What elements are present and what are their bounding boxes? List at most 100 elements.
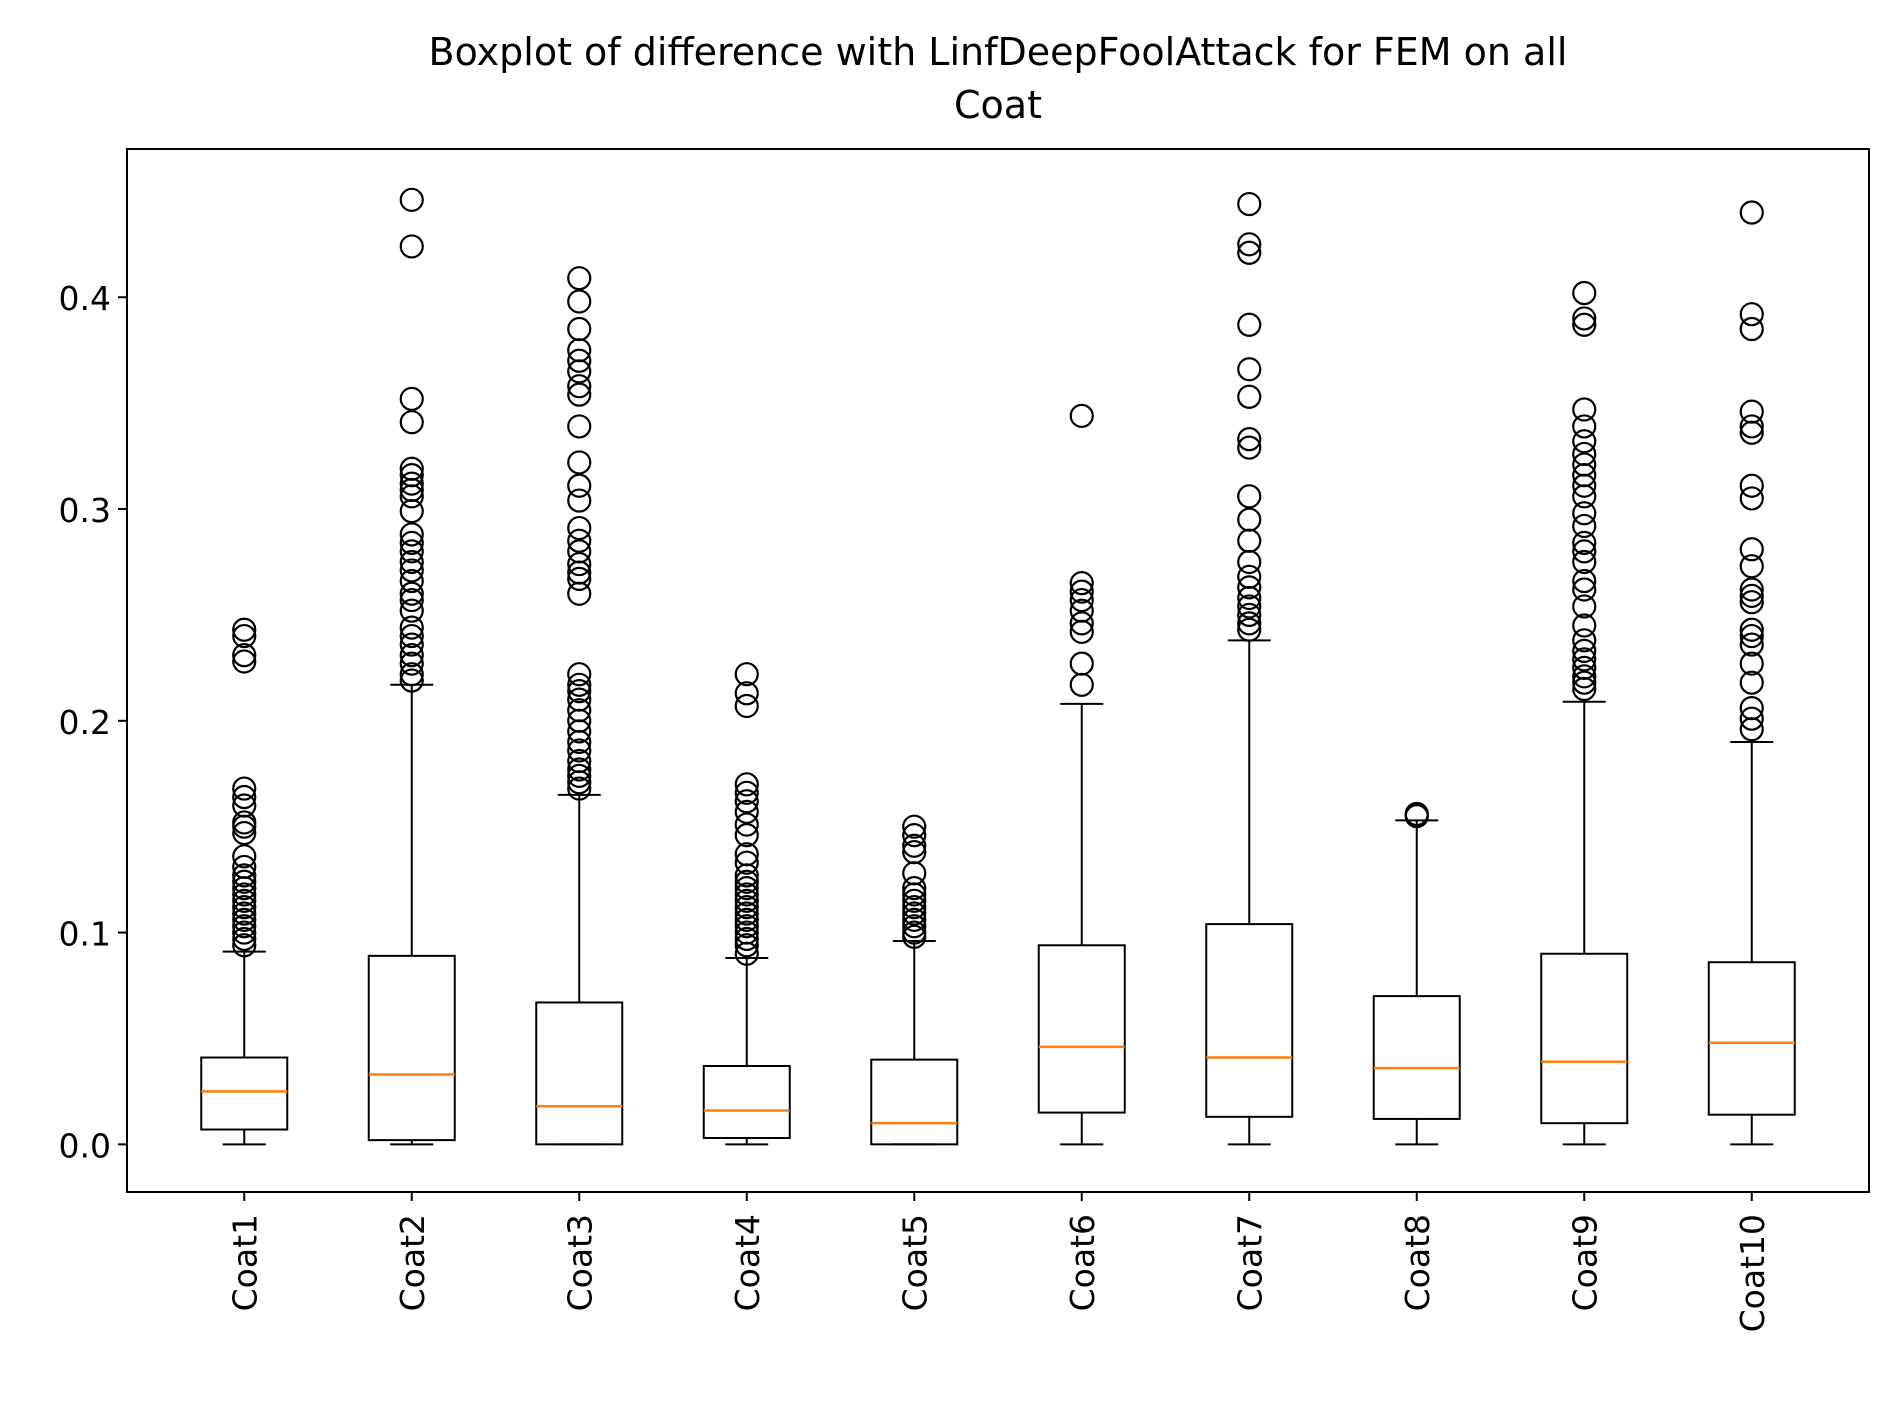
outlier-point bbox=[1739, 414, 1764, 439]
outlier-point bbox=[567, 488, 592, 513]
x-tick-label: Coat2 bbox=[393, 1214, 432, 1311]
outlier-point bbox=[1572, 484, 1597, 509]
outlier-point bbox=[902, 888, 927, 913]
outlier-point bbox=[1572, 501, 1597, 526]
outlier-point bbox=[734, 789, 759, 814]
outlier-point bbox=[1739, 200, 1764, 225]
outlier-point bbox=[1572, 312, 1597, 337]
outlier-point bbox=[1739, 623, 1764, 649]
outlier-point bbox=[399, 623, 424, 649]
outlier-point bbox=[734, 780, 759, 805]
outlier-point bbox=[1739, 632, 1764, 657]
outlier-point bbox=[567, 581, 592, 606]
outlier-point bbox=[1069, 403, 1094, 428]
outlier-point bbox=[567, 679, 592, 704]
outlier-point bbox=[1069, 571, 1094, 596]
box bbox=[1205, 923, 1294, 1118]
outlier-point bbox=[734, 941, 759, 966]
outlier-point bbox=[902, 876, 927, 901]
outlier-point bbox=[734, 799, 759, 824]
box bbox=[1707, 961, 1796, 1116]
outlier-point bbox=[399, 499, 424, 524]
outlier-point bbox=[734, 882, 759, 907]
outlier-point bbox=[1572, 513, 1597, 539]
outlier-point bbox=[399, 587, 424, 613]
x-tick-label: Coat5 bbox=[895, 1214, 934, 1311]
outlier-point bbox=[1237, 240, 1262, 265]
outlier-point bbox=[1572, 530, 1597, 556]
outlier-point bbox=[1237, 484, 1262, 509]
outlier-point bbox=[734, 823, 759, 848]
outlier-point bbox=[232, 784, 257, 810]
x-tick-label: Coat8 bbox=[1398, 1214, 1437, 1311]
outlier-point bbox=[1572, 473, 1597, 498]
outlier-point bbox=[567, 515, 592, 541]
outlier-point bbox=[399, 581, 424, 606]
outlier-point bbox=[1237, 435, 1262, 460]
outlier-point bbox=[1572, 638, 1597, 664]
x-tick-label: Coat10 bbox=[1733, 1214, 1772, 1332]
outlier-point bbox=[1237, 357, 1262, 382]
outlier-point bbox=[1739, 590, 1764, 615]
outlier-point bbox=[567, 528, 592, 553]
outlier-point bbox=[1572, 670, 1597, 695]
outlier-point bbox=[567, 719, 592, 744]
outlier-point bbox=[1069, 611, 1094, 636]
outlier-point bbox=[567, 414, 592, 439]
outlier-point bbox=[567, 316, 592, 342]
outlier-point bbox=[232, 882, 257, 907]
outlier-point bbox=[1069, 579, 1094, 604]
outlier-point bbox=[1237, 232, 1262, 257]
outlier-point bbox=[399, 632, 424, 657]
outlier-point bbox=[567, 266, 592, 291]
outlier-point bbox=[1572, 539, 1597, 564]
outlier-point bbox=[902, 924, 927, 949]
box bbox=[870, 1058, 959, 1146]
x-tick-label: Coat9 bbox=[1565, 1214, 1604, 1311]
outlier-point bbox=[1739, 583, 1764, 608]
outlier-point bbox=[1739, 316, 1764, 342]
outlier-point bbox=[399, 615, 424, 640]
outlier-point bbox=[567, 374, 592, 399]
outlier-point bbox=[1572, 613, 1597, 638]
outlier-point bbox=[567, 729, 592, 755]
outlier-point bbox=[902, 882, 927, 907]
outlier-point bbox=[734, 869, 759, 894]
outlier-point bbox=[232, 863, 257, 888]
outlier-point bbox=[399, 471, 424, 496]
outlier-point bbox=[734, 907, 759, 932]
outlier-point bbox=[734, 662, 759, 687]
outlier-point bbox=[1237, 427, 1262, 452]
outlier-point bbox=[232, 920, 257, 945]
outlier-point bbox=[399, 662, 424, 687]
outlier-point bbox=[399, 568, 424, 594]
outlier-point bbox=[734, 888, 759, 913]
outlier-point bbox=[734, 933, 759, 958]
outlier-point bbox=[1572, 594, 1597, 619]
plot-area: 0.0 0.1 0.2 0.3 0.4 Coat1 Coat2 Coat3 Coat4 Coat5… bbox=[59, 187, 1796, 1332]
outlier-point bbox=[232, 895, 257, 920]
outlier-point bbox=[1739, 670, 1764, 695]
outlier-point bbox=[567, 289, 592, 314]
outlier-point bbox=[399, 522, 424, 547]
outlier-point bbox=[1237, 617, 1262, 642]
outlier-point bbox=[567, 348, 592, 373]
outlier-point bbox=[1739, 473, 1764, 498]
outlier-point bbox=[1237, 602, 1262, 628]
outlier-point bbox=[734, 876, 759, 901]
outlier-point bbox=[399, 643, 424, 668]
outlier-point bbox=[567, 473, 592, 498]
outlier-point bbox=[567, 763, 592, 788]
outlier-point bbox=[567, 382, 592, 407]
x-tick-label: Coat6 bbox=[1063, 1214, 1102, 1311]
box bbox=[702, 1064, 791, 1139]
outlier-point bbox=[1739, 537, 1764, 562]
outlier-point bbox=[567, 672, 592, 697]
outlier-point bbox=[734, 812, 759, 837]
outlier-point bbox=[1237, 312, 1262, 337]
outlier-point bbox=[734, 693, 759, 719]
outlier-point bbox=[232, 914, 257, 939]
outlier-point bbox=[1572, 676, 1597, 702]
chart-title: Boxplot of difference with LinfDeepFoolA… bbox=[429, 30, 1568, 74]
